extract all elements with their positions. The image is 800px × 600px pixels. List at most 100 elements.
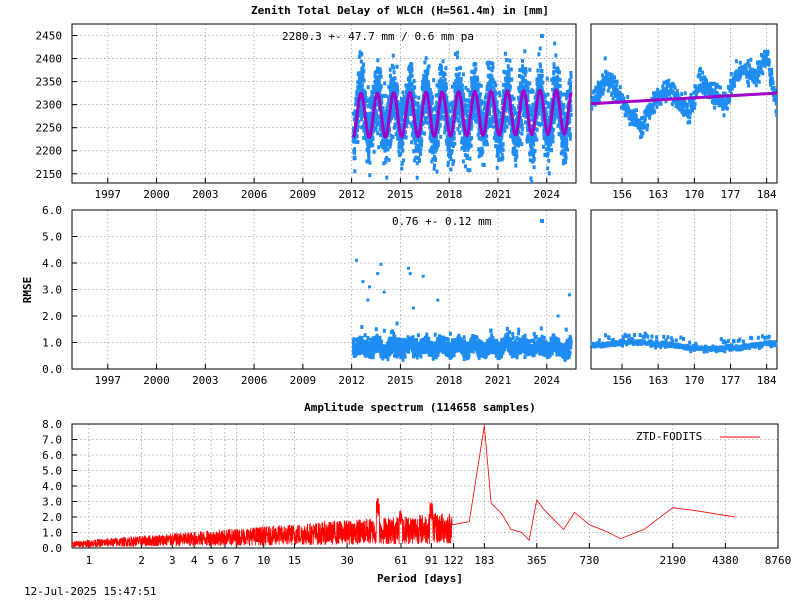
ztd-ytick-label: 2150 [36, 168, 63, 181]
spectrum-ytick-label: 0.0 [42, 542, 62, 555]
spectrum-ytick-label: 7.0 [42, 434, 62, 447]
rmse-long-panel: 1997 2000 2003 2006 2009 2012 2015 2018 2021 2024… [42, 204, 577, 387]
ztd-recent-xtick-label: 170 [684, 188, 704, 201]
spectrum-xtick-label: 3 [169, 554, 176, 567]
spectrum-xlabel: Period [days] [377, 572, 463, 585]
rmse-recent-xtick-label: 163 [648, 374, 668, 387]
spectrum-xtick-label: 4380 [712, 554, 739, 567]
ztd-xtick-label: 2003 [192, 188, 219, 201]
rmse-ytick-label: 3.0 [42, 284, 62, 297]
rmse-annotation-marker [540, 219, 544, 223]
spectrum-xtick-label: 730 [579, 554, 599, 567]
spectrum-xtick-label: 4 [191, 554, 198, 567]
spectrum-ytick-label: 6.0 [42, 449, 62, 462]
rmse-outlier [408, 272, 412, 276]
rmse-outlier [366, 298, 370, 302]
rmse-recent-points [590, 331, 778, 354]
spectrum-frame [71, 423, 779, 549]
rmse-recent-xtick-label: 184 [757, 374, 777, 387]
rmse-recent-panel: 156 163 170 177 184 [590, 209, 778, 387]
rmse-recent-xtick-label: 156 [612, 374, 632, 387]
rmse-xtick-label: 1997 [95, 374, 122, 387]
spectrum-xtick-label: 10 [257, 554, 270, 567]
ztd-xtick-label: 2024 [533, 188, 560, 201]
spectrum-ytick-label: 2.0 [42, 511, 62, 524]
rmse-outlier [376, 272, 380, 276]
rmse-xtick-label: 2021 [485, 374, 512, 387]
ztd-xtick-label: 2000 [143, 188, 170, 201]
rmse-xtick-label: 2000 [143, 374, 170, 387]
ztd-xtick-label: 2009 [290, 188, 317, 201]
rmse-ytick-label: 0.0 [42, 363, 62, 376]
rmse-outlier [379, 262, 383, 266]
spectrum-xtick-label: 15 [288, 554, 301, 567]
spectrum-xtick-label: 122 [444, 554, 464, 567]
spectrum-xtick-label: 8760 [765, 554, 792, 567]
ztd-recent-panel: 156 163 170 177 184 [590, 23, 778, 201]
ztd-fit-line [351, 88, 573, 139]
rmse-xtick-label: 2018 [436, 374, 463, 387]
spectrum-xtick-label: 2190 [660, 554, 687, 567]
spectrum-xtick-label: 2 [138, 554, 145, 567]
rmse-xtick-label: 2012 [338, 374, 365, 387]
ztd-recent-fit-line [591, 91, 777, 106]
ztd-xtick-label: 2012 [338, 188, 365, 201]
rmse-recent-xtick-label: 177 [721, 374, 741, 387]
rmse-annotation: 0.76 +- 0.12 mm [392, 215, 492, 228]
rmse-recent-xtick-label: 170 [684, 374, 704, 387]
spectrum-xtick-label: 1 [86, 554, 93, 567]
rmse-outlier [411, 306, 415, 310]
rmse-outlier [407, 266, 411, 270]
rmse-recent-frame [590, 209, 778, 370]
ztd-ytick-label: 2400 [36, 53, 63, 66]
spectrum-ytick-label: 5.0 [42, 465, 62, 478]
ztd-recent-xtick-label: 163 [648, 188, 668, 201]
ztd-ytick-label: 2250 [36, 122, 63, 135]
rmse-ytick-label: 6.0 [42, 204, 62, 217]
spectrum-xtick-label: 183 [474, 554, 494, 567]
ztd-annotation-marker [540, 34, 544, 38]
spectrum-line [72, 425, 736, 548]
spectrum-ytick-label: 1.0 [42, 527, 62, 540]
ztd-xtick-label: 1997 [95, 188, 122, 201]
rmse-ytick-label: 4.0 [42, 257, 62, 270]
rmse-xtick-label: 2015 [387, 374, 414, 387]
rmse-outlier [361, 280, 365, 284]
rmse-ytick-label: 5.0 [42, 231, 62, 244]
ztd-recent-xtick-label: 184 [757, 188, 777, 201]
spectrum-xtick-label: 30 [340, 554, 353, 567]
ztd-recent-points [591, 49, 777, 140]
ztd-xtick-label: 2015 [387, 188, 414, 201]
rmse-points [351, 258, 573, 362]
spectrum-series-group [72, 425, 736, 548]
ztd-ytick-label: 2200 [36, 145, 63, 158]
ztd-annotation: 2280.3 +- 47.7 mm / 0.6 mm pa [282, 30, 474, 43]
ztd-ytick-label: 2450 [36, 30, 63, 43]
rmse-frame [71, 209, 577, 370]
spectrum-xtick-label: 365 [527, 554, 547, 567]
rmse-ytick-label: 2.0 [42, 310, 62, 323]
spectrum-xtick-label: 6 [222, 554, 229, 567]
ztd-points [351, 41, 573, 183]
rmse-outlier [368, 285, 372, 289]
footer-timestamp: 12-Jul-2025 15:47:51 [24, 585, 156, 598]
rmse-outlier [421, 274, 425, 278]
rmse-outlier [567, 293, 571, 297]
spectrum-xtick-label: 61 [394, 554, 407, 567]
spectrum-ytick-label: 3.0 [42, 496, 62, 509]
ztd-title: Zenith Total Delay of WLCH (H=561.4m) in… [251, 4, 549, 17]
ztd-ytick-label: 2350 [36, 76, 63, 89]
spectrum-ytick-label: 4.0 [42, 480, 62, 493]
rmse-outlier [382, 290, 386, 294]
spectrum-legend-label: ZTD-FODITS [636, 430, 702, 443]
spectrum-panel: 1 2 3 4 5 6 7 10 15 30 61 91 122 183 365 730 2190 4380 876… [42, 418, 791, 567]
ztd-frame [71, 23, 577, 184]
rmse-outlier [436, 298, 440, 302]
spectrum-xtick-label: 7 [233, 554, 240, 567]
spectrum-xtick-label: 5 [208, 554, 215, 567]
rmse-xtick-label: 2024 [533, 374, 560, 387]
rmse-outlier [556, 314, 560, 318]
ztd-xtick-label: 2018 [436, 188, 463, 201]
ztd-recent-grid [621, 24, 768, 183]
